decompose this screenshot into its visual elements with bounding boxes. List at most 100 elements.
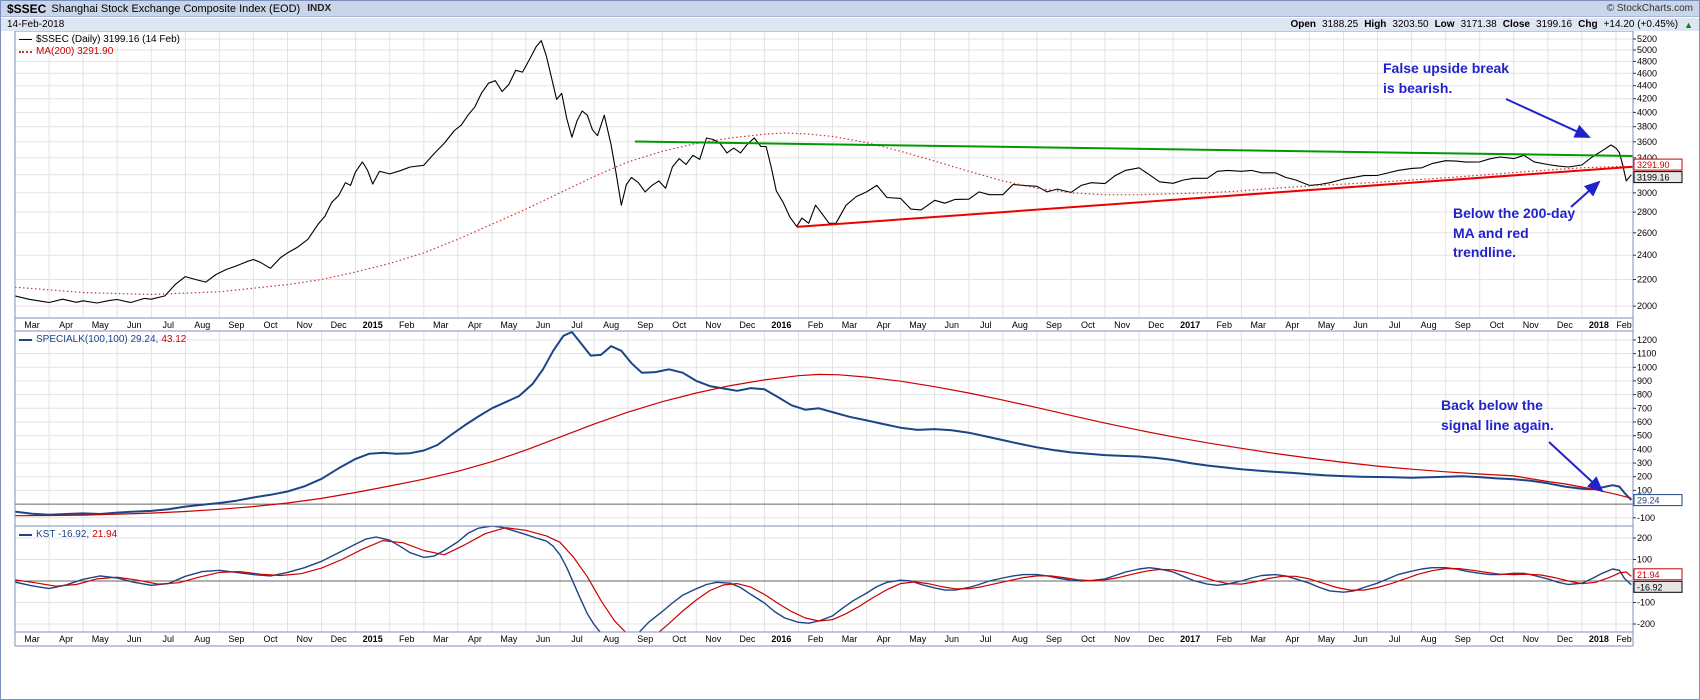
- annotation-false-break: False upside break is bearish.: [1383, 60, 1510, 96]
- svg-text:2800: 2800: [1637, 207, 1657, 217]
- close-value: 3199.16: [1535, 19, 1573, 30]
- svg-text:Feb: Feb: [1616, 320, 1632, 330]
- gridlines-kst: [15, 526, 1633, 632]
- high-value: 3203.50: [1392, 19, 1429, 30]
- svg-text:Dec: Dec: [739, 320, 756, 330]
- svg-text:1100: 1100: [1637, 349, 1656, 359]
- svg-text:600: 600: [1637, 417, 1652, 427]
- svg-text:Feb: Feb: [808, 634, 824, 644]
- svg-text:Jul: Jul: [571, 634, 583, 644]
- svg-text:4200: 4200: [1637, 94, 1657, 104]
- svg-text:May: May: [1318, 320, 1336, 330]
- open-label: Open: [1290, 19, 1317, 30]
- ma-line-swatch: [19, 50, 32, 53]
- svg-text:Aug: Aug: [603, 634, 619, 644]
- svg-text:Jul: Jul: [980, 320, 992, 330]
- svg-text:May: May: [92, 320, 110, 330]
- high-label: High: [1364, 19, 1387, 30]
- svg-text:5000: 5000: [1637, 45, 1657, 55]
- svg-text:Aug: Aug: [603, 320, 619, 330]
- annotation-arrows: [1505, 98, 1604, 493]
- svg-text:4000: 4000: [1637, 107, 1657, 117]
- y-axis-specialk: 1200 1100 1000 900 800 700 600 500 400 300 200 100 -…: [1633, 335, 1683, 523]
- svg-text:May: May: [909, 320, 927, 330]
- svg-text:Aug: Aug: [1421, 634, 1437, 644]
- low-label: Low: [1434, 19, 1455, 30]
- svg-text:3199.16: 3199.16: [1637, 173, 1670, 183]
- svg-text:Mar: Mar: [842, 320, 858, 330]
- svg-text:100: 100: [1637, 485, 1652, 495]
- svg-text:3800: 3800: [1637, 122, 1657, 132]
- svg-text:2015: 2015: [363, 634, 383, 644]
- specialk-legend-right: 43.12: [161, 334, 187, 345]
- svg-text:Apr: Apr: [1285, 320, 1299, 330]
- svg-text:Oct: Oct: [1490, 634, 1505, 644]
- svg-text:May: May: [909, 634, 927, 644]
- svg-text:Oct: Oct: [263, 634, 278, 644]
- chg-label: Chg: [1578, 19, 1598, 30]
- main-legend-text: $SSEC (Daily) 3199.16 (14 Feb): [36, 34, 180, 45]
- svg-text:Nov: Nov: [1523, 320, 1540, 330]
- svg-text:Feb: Feb: [1216, 320, 1232, 330]
- x-axis-labels-bottom: Mar Apr May Jun Jul Aug Sep Oct Nov Dec 2015 Feb Mar…: [24, 634, 1632, 644]
- svg-text:Apr: Apr: [59, 634, 73, 644]
- panel-border-price: [14, 30, 1634, 319]
- svg-text:Sep: Sep: [1455, 634, 1471, 644]
- svg-text:Nov: Nov: [296, 634, 313, 644]
- svg-text:Nov: Nov: [1114, 634, 1131, 644]
- svg-text:Aug: Aug: [1421, 320, 1437, 330]
- copyright: © StockCharts.com: [1606, 3, 1693, 14]
- svg-text:Oct: Oct: [1490, 320, 1505, 330]
- svg-text:100: 100: [1637, 555, 1652, 565]
- svg-text:Sep: Sep: [637, 634, 653, 644]
- open-value: 3188.25: [1322, 19, 1359, 30]
- svg-text:2018: 2018: [1589, 320, 1609, 330]
- svg-text:May: May: [500, 320, 518, 330]
- trendline-green-resistance: [634, 140, 1633, 157]
- svg-text:Jul: Jul: [1389, 320, 1401, 330]
- svg-text:300: 300: [1637, 458, 1652, 468]
- svg-text:Mar: Mar: [24, 634, 40, 644]
- svg-text:Dec: Dec: [1557, 320, 1574, 330]
- svg-text:-200: -200: [1637, 619, 1655, 629]
- svg-text:Sep: Sep: [637, 320, 653, 330]
- close-label: Close: [1502, 19, 1530, 30]
- svg-text:-100: -100: [1637, 513, 1655, 523]
- kst-legend: KST -16.92, 21.94: [19, 529, 117, 540]
- quote-strip: Open 3188.25 High 3203.50 Low 3171.38 Cl…: [1290, 19, 1693, 30]
- svg-text:Jul: Jul: [163, 320, 175, 330]
- svg-text:29.24: 29.24: [1637, 496, 1660, 506]
- chart-date: 14-Feb-2018: [7, 19, 65, 30]
- low-value: 3171.38: [1460, 19, 1497, 30]
- gridlines-specialk: [15, 331, 1633, 526]
- panel-border-kst: [14, 525, 1634, 633]
- svg-text:1200: 1200: [1637, 335, 1657, 345]
- svg-text:4800: 4800: [1637, 56, 1657, 66]
- series-price: [15, 40, 1633, 304]
- svg-text:2016: 2016: [771, 634, 791, 644]
- svg-text:May: May: [1318, 634, 1336, 644]
- kst-legend-right: 21.94: [92, 529, 118, 540]
- line-signal: [15, 527, 1632, 632]
- svg-text:Nov: Nov: [705, 634, 722, 644]
- svg-text:Jun: Jun: [944, 320, 959, 330]
- svg-text:Mar: Mar: [24, 320, 40, 330]
- svg-text:3600: 3600: [1637, 137, 1657, 147]
- svg-text:Oct: Oct: [1081, 320, 1096, 330]
- price-line-swatch: [19, 39, 32, 40]
- svg-text:2400: 2400: [1637, 250, 1657, 260]
- value-box-price: [1633, 158, 1683, 171]
- svg-text:Dec: Dec: [1148, 320, 1165, 330]
- svg-text:Jul: Jul: [1389, 634, 1401, 644]
- svg-text:Aug: Aug: [1012, 634, 1028, 644]
- kst-legend-left: KST -16.92,: [36, 529, 90, 540]
- svg-text:Apr: Apr: [877, 634, 891, 644]
- svg-text:Dec: Dec: [331, 320, 348, 330]
- value-box-kst: [1633, 580, 1683, 593]
- series-kst: [15, 526, 1632, 632]
- svg-text:2017: 2017: [1180, 634, 1200, 644]
- kst-line-swatch: [19, 533, 32, 536]
